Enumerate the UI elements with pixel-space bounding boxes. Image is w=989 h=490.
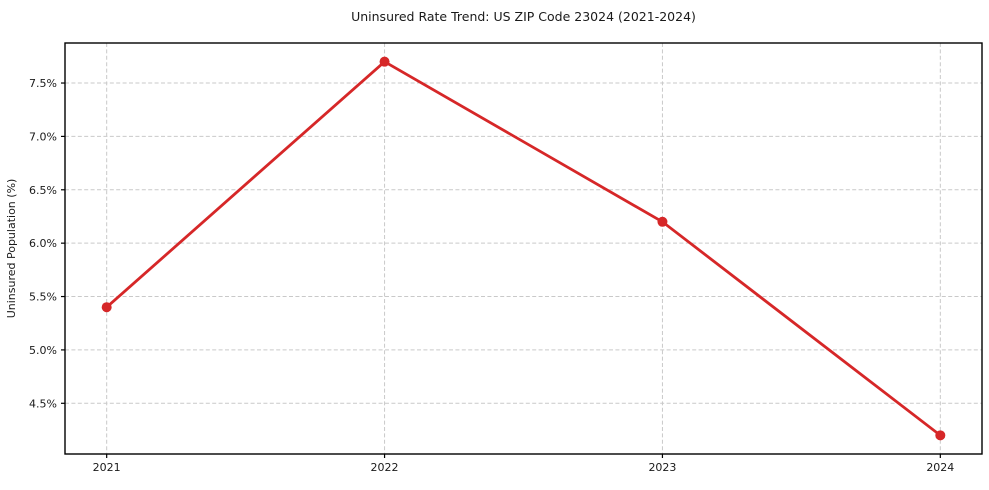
x-tick-label: 2024 <box>926 461 954 474</box>
chart-title: Uninsured Rate Trend: US ZIP Code 23024 … <box>351 9 696 24</box>
x-tick-label: 2023 <box>648 461 676 474</box>
x-tick-label: 2022 <box>371 461 399 474</box>
y-tick-label: 4.5% <box>29 397 57 410</box>
x-tick-label: 2021 <box>93 461 121 474</box>
y-tick-label: 6.5% <box>29 184 57 197</box>
gridlines-layer <box>65 43 982 454</box>
y-tick-label: 6.0% <box>29 237 57 250</box>
plot-frame <box>64 42 983 455</box>
data-point-marker <box>101 302 112 313</box>
y-tick-label: 5.5% <box>29 291 57 304</box>
trend-line <box>105 60 942 437</box>
y-tick-label: 5.0% <box>29 344 57 357</box>
x-axis-ticks: 2021 2022 2023 2024 <box>93 454 954 474</box>
data-point-marker <box>657 216 668 227</box>
y-tick-label: 7.5% <box>29 77 57 90</box>
y-axis-label: Uninsured Population (%) <box>5 179 18 319</box>
data-point-marker <box>935 430 946 441</box>
y-axis-ticks: 4.5% 5.0% 5.5% 6.0% 6.5% 7.0% 7.5% <box>29 77 65 410</box>
y-tick-label: 7.0% <box>29 130 57 143</box>
data-point-marker <box>379 56 390 67</box>
data-series-layer <box>101 56 946 441</box>
